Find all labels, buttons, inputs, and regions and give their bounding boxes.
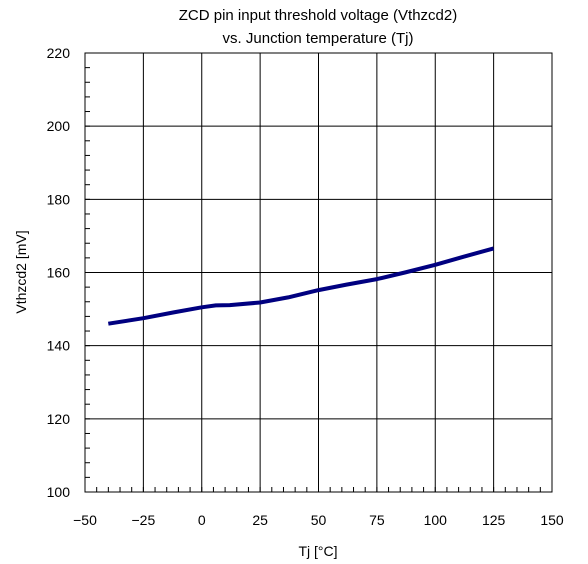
y-tick-label: 120 <box>47 411 71 427</box>
y-tick-labels: 100 120 140 160 180 200 220 <box>47 45 71 500</box>
y-tick-label: 100 <box>47 484 71 500</box>
x-tick-label: 125 <box>482 512 506 528</box>
data-series <box>107 246 495 326</box>
x-tick-label: 100 <box>424 512 448 528</box>
x-tick-label: −50 <box>73 512 97 528</box>
x-tick-labels: −50 −25 0 25 50 75 100 125 150 <box>73 512 564 528</box>
chart-title-line1: ZCD pin input threshold voltage (Vthzcd2… <box>179 7 457 24</box>
y-tick-label: 140 <box>47 338 71 354</box>
y-tick-label: 220 <box>47 45 71 61</box>
x-tick-label: −25 <box>132 512 156 528</box>
x-tick-label: 25 <box>252 512 268 528</box>
series-line <box>107 246 495 326</box>
chart-title-line2: vs. Junction temperature (Tj) <box>223 30 414 47</box>
x-tick-label: 75 <box>369 512 385 528</box>
x-tick-label: 150 <box>540 512 564 528</box>
y-tick-label: 180 <box>47 191 71 207</box>
x-tick-label: 50 <box>311 512 327 528</box>
minor-ticks <box>84 52 553 493</box>
y-tick-label: 200 <box>47 118 71 134</box>
gridlines <box>84 52 553 493</box>
y-axis-label: Vthzcd2 [mV] <box>13 230 29 313</box>
y-tick-label: 160 <box>47 265 71 281</box>
x-tick-label: 0 <box>198 512 206 528</box>
plot-area <box>84 52 553 493</box>
x-axis-label: Tj [°C] <box>298 543 337 559</box>
